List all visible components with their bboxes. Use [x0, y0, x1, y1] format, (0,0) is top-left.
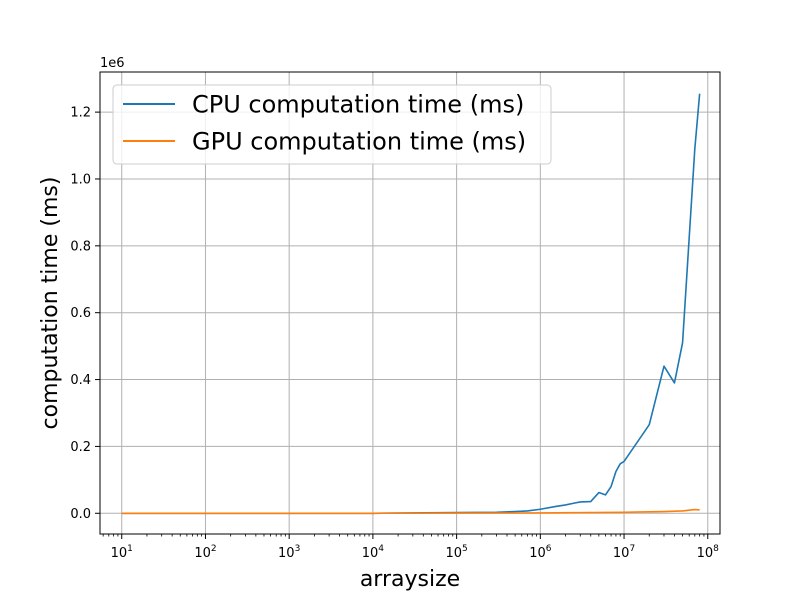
- y-offset-label: 1e6: [100, 56, 125, 71]
- y-axis-ticks: 0.0 0.2 0.4 0.6 0.8 1.0 1.2: [70, 106, 100, 522]
- y-axis-label: computation time (ms): [38, 177, 63, 430]
- x-axis-ticks: 101 102 103 104 105 106 107 108: [102, 534, 720, 561]
- legend-box: [112, 84, 552, 165]
- x-tick-label: 101: [111, 544, 133, 561]
- legend-entry: CPU computation time (ms): [192, 91, 524, 119]
- series-line-gpu: [121, 508, 700, 515]
- y-tick-label: 1.2: [70, 106, 91, 121]
- y-tick-label: 0.2: [70, 440, 91, 455]
- y-tick-label: 0.4: [70, 373, 91, 388]
- x-tick-label: 106: [529, 544, 552, 561]
- x-axis-label: arraysize: [360, 567, 460, 592]
- y-tick-label: 0.8: [70, 239, 91, 254]
- x-tick-label: 103: [278, 544, 300, 561]
- y-tick-label: 1.0: [70, 172, 91, 187]
- x-tick-label: 108: [697, 544, 720, 561]
- plot-frame: [99, 71, 721, 535]
- plot-series: [121, 93, 701, 515]
- x-tick-label: 105: [445, 544, 467, 561]
- legend: CPU computation time (ms) GPU computation…: [112, 84, 552, 165]
- x-tick-label: 102: [194, 544, 216, 561]
- y-tick-label: 0.0: [70, 507, 91, 522]
- x-tick-label: 107: [613, 544, 635, 561]
- y-tick-label: 0.6: [70, 306, 91, 321]
- x-tick-label: 104: [362, 544, 385, 561]
- legend-entry: GPU computation time (ms): [192, 128, 526, 156]
